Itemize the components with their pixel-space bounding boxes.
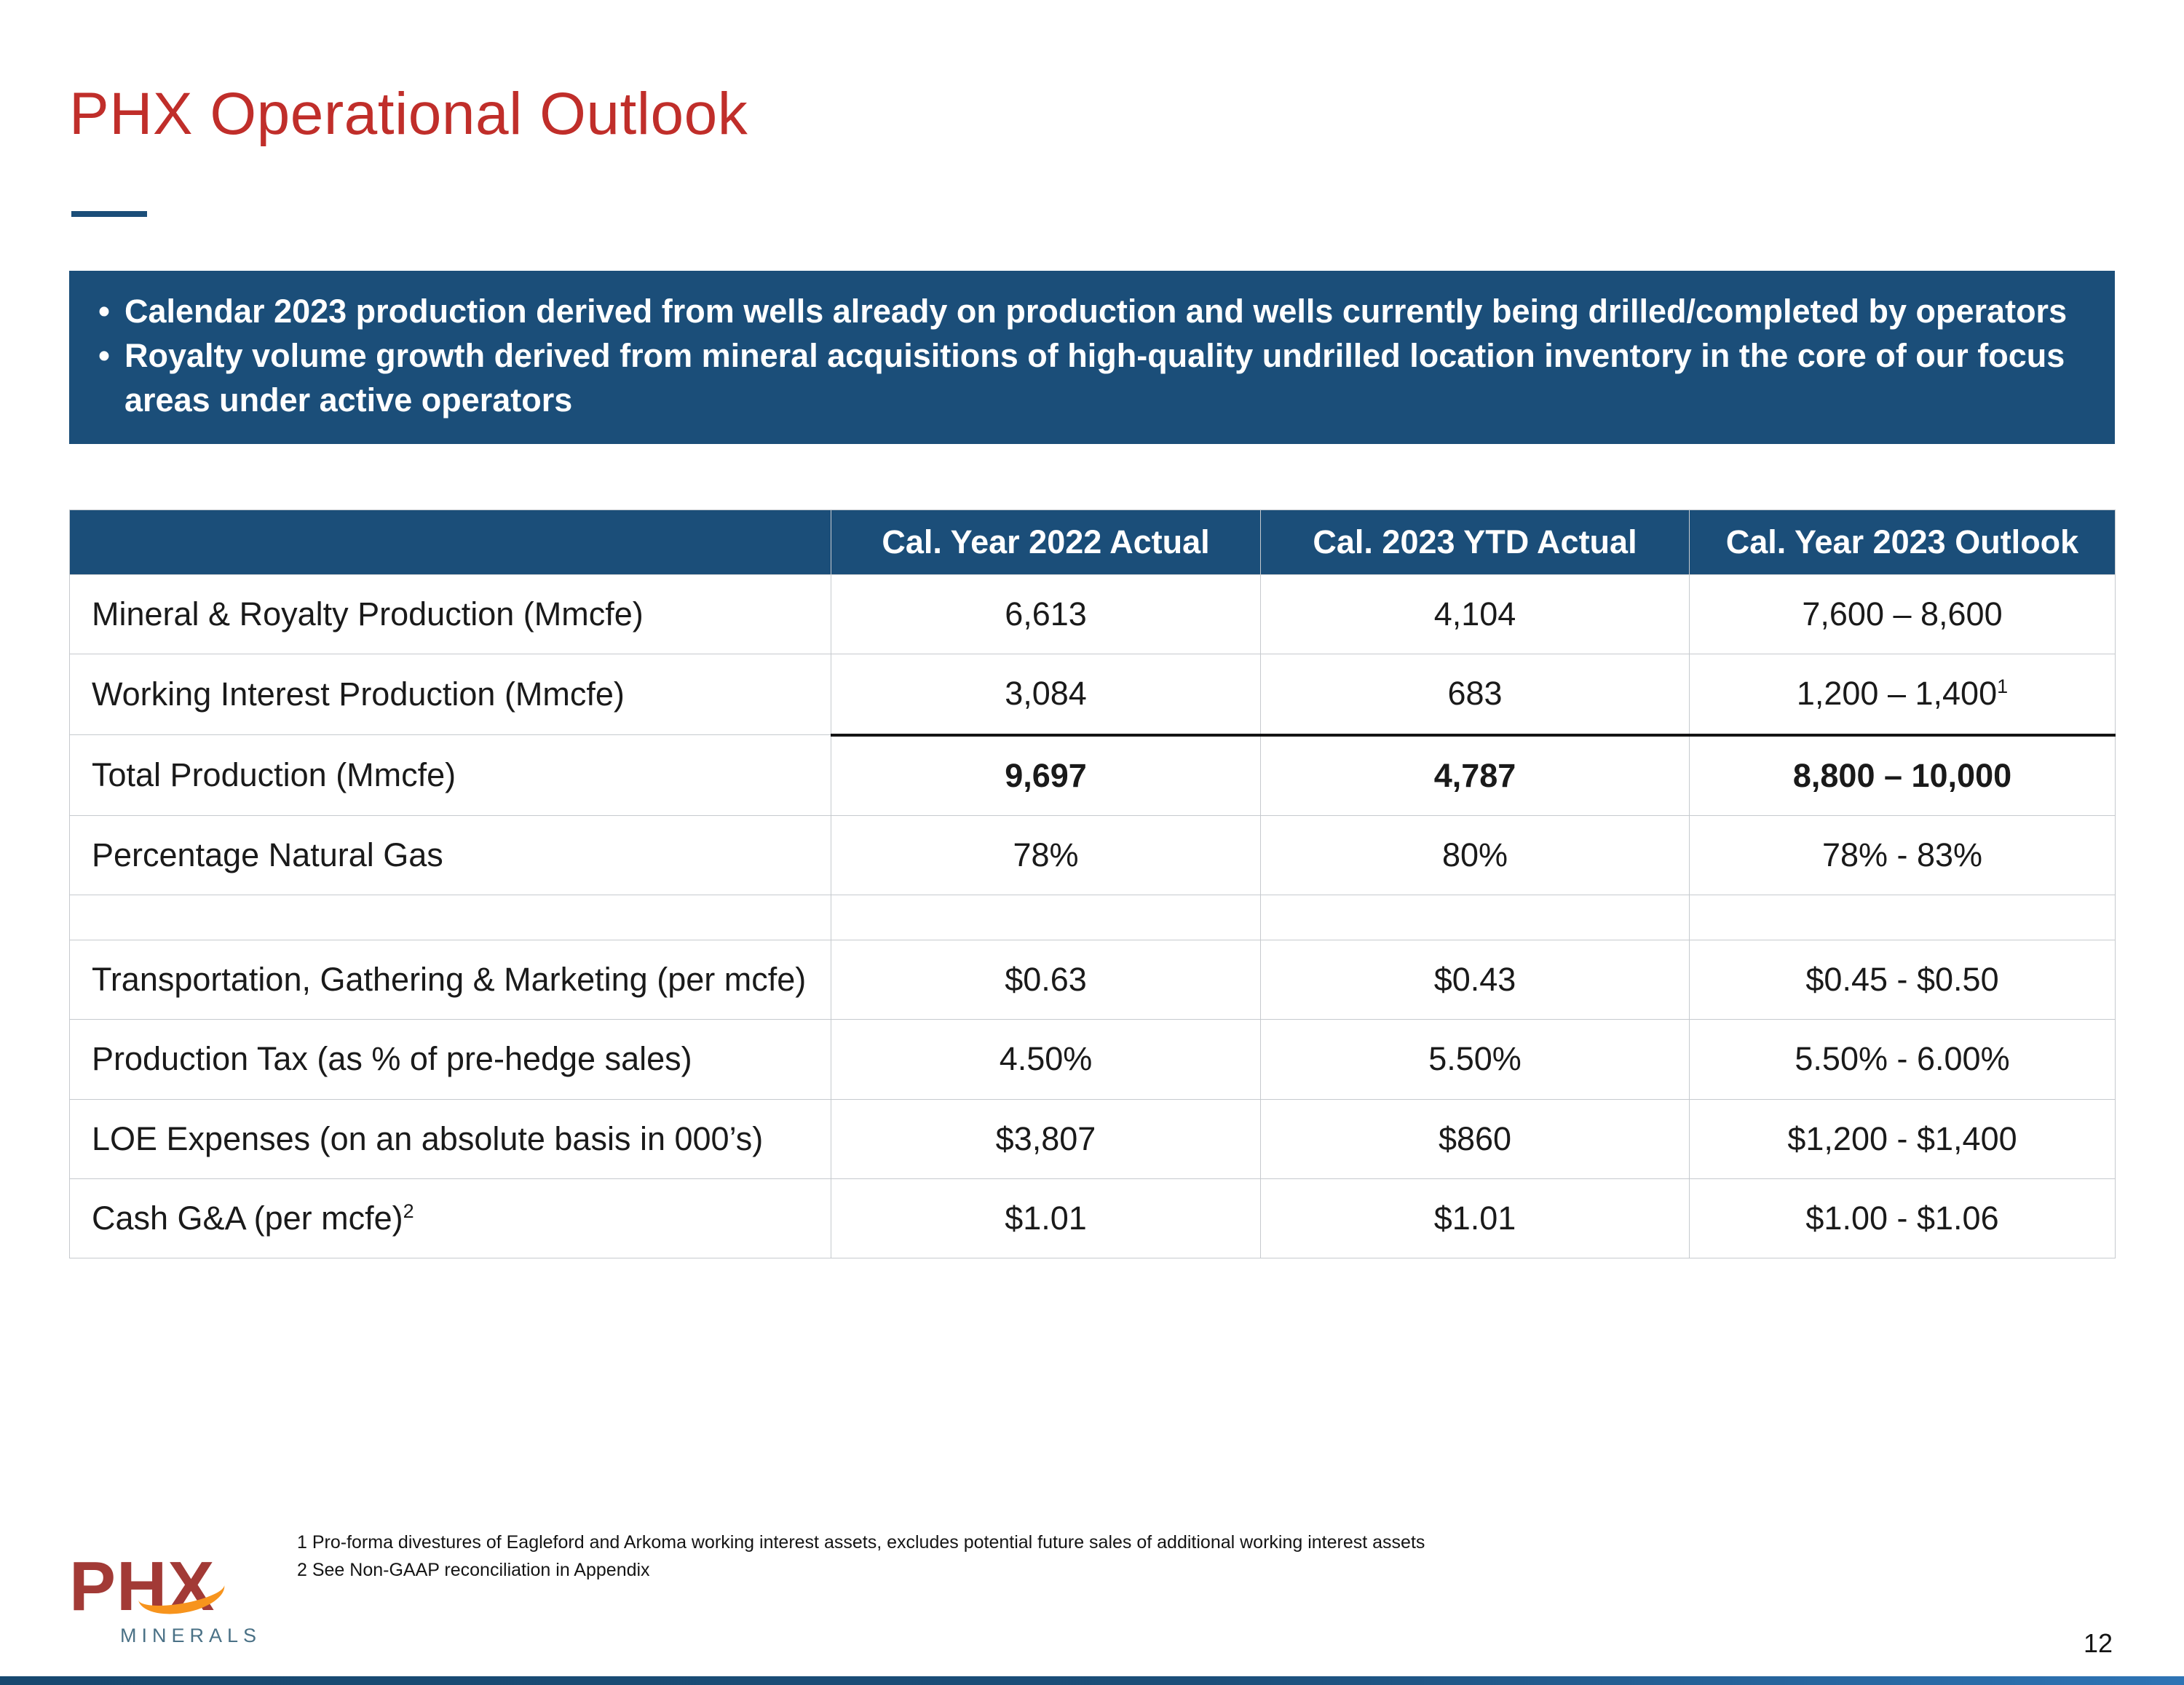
- cell-2022: 6,613: [831, 574, 1261, 655]
- banner-bullet: • Royalty volume growth derived from min…: [84, 334, 2090, 423]
- table-row-spacer: [69, 895, 2116, 940]
- table-header-cal-2023-ytd-actual: Cal. 2023 YTD Actual: [1260, 510, 1690, 575]
- row-label: LOE Expenses (on an absolute basis in 00…: [69, 1098, 831, 1179]
- table-row-production-tax: Production Tax (as % of pre-hedge sales)…: [69, 1019, 2116, 1100]
- row-label: Production Tax (as % of pre-hedge sales): [69, 1019, 831, 1100]
- bullet-icon: •: [98, 336, 110, 374]
- highlights-banner: • Calendar 2023 production derived from …: [69, 271, 2115, 445]
- cell-ytd: [1260, 895, 1690, 940]
- cell-outlook: 1,200 – 1,4001: [1689, 654, 2116, 735]
- title-divider: [71, 211, 147, 217]
- cell-outlook: 78% - 83%: [1689, 814, 2116, 896]
- row-label: Working Interest Production (Mmcfe): [69, 654, 831, 735]
- table-row-working-interest-production: Working Interest Production (Mmcfe) 3,08…: [69, 654, 2116, 735]
- table-header-row: Cal. Year 2022 Actual Cal. 2023 YTD Actu…: [69, 510, 2116, 575]
- bottom-accent-bar: [0, 1676, 2184, 1685]
- cell-2022: 78%: [831, 814, 1261, 896]
- table-header-cal-year-2022-actual: Cal. Year 2022 Actual: [831, 510, 1261, 575]
- row-label: [69, 895, 831, 940]
- cell-2022: 3,084: [831, 654, 1261, 735]
- cell-2022: $0.63: [831, 939, 1261, 1020]
- cell-ytd: $860: [1260, 1098, 1690, 1179]
- phx-minerals-logo: PHX MINERALS: [69, 1552, 288, 1647]
- cell-outlook: 7,600 – 8,600: [1689, 574, 2116, 655]
- footnote-2: 2 See Non-GAAP reconciliation in Appendi…: [297, 1560, 650, 1581]
- table-row-cash-ga: Cash G&A (per mcfe)2 $1.01 $1.01 $1.00 -…: [69, 1178, 2116, 1259]
- table-row-transportation-gathering-marketing: Transportation, Gathering & Marketing (p…: [69, 939, 2116, 1020]
- cell-outlook: 8,800 – 10,000: [1689, 733, 2116, 816]
- table-header-cal-year-2023-outlook: Cal. Year 2023 Outlook: [1689, 510, 2116, 575]
- cell-2022: $1.01: [831, 1178, 1261, 1259]
- cell-2022: $3,807: [831, 1098, 1261, 1179]
- page-number: 12: [2083, 1628, 2113, 1658]
- table-row-percentage-natural-gas: Percentage Natural Gas 78% 80% 78% - 83%: [69, 814, 2116, 896]
- cell-outlook: $1.00 - $1.06: [1689, 1178, 2116, 1259]
- row-label: Cash G&A (per mcfe)2: [69, 1178, 831, 1259]
- footnote-ref-2: 2: [403, 1200, 414, 1222]
- cell-ytd: 4,787: [1260, 733, 1690, 816]
- row-label: Transportation, Gathering & Marketing (p…: [69, 939, 831, 1020]
- banner-bullet: • Calendar 2023 production derived from …: [84, 290, 2090, 334]
- cell-ytd: 80%: [1260, 814, 1690, 896]
- logo-mark: PHX: [69, 1552, 229, 1622]
- footnote-1: 1 Pro-forma divestures of Eagleford and …: [297, 1531, 1425, 1553]
- row-label-text: Cash G&A (per mcfe): [92, 1199, 403, 1237]
- cell-outlook: 5.50% - 6.00%: [1689, 1019, 2116, 1100]
- banner-bullet-text: Calendar 2023 production derived from we…: [124, 293, 2068, 330]
- row-label: Total Production (Mmcfe): [69, 734, 831, 816]
- page-title: PHX Operational Outlook: [69, 81, 748, 147]
- table-header-empty: [69, 510, 831, 575]
- cell-outlook: $1,200 - $1,400: [1689, 1098, 2116, 1179]
- table-row-total-production: Total Production (Mmcfe) 9,697 4,787 8,8…: [69, 733, 2116, 816]
- cell-ytd: $1.01: [1260, 1178, 1690, 1259]
- footnotes: 1 Pro-forma divestures of Eagleford and …: [297, 1529, 1425, 1585]
- table-row-mineral-royalty-production: Mineral & Royalty Production (Mmcfe) 6,6…: [69, 574, 2116, 655]
- outlook-table: Cal. Year 2022 Actual Cal. 2023 YTD Actu…: [69, 510, 2116, 1259]
- row-label: Percentage Natural Gas: [69, 814, 831, 896]
- cell-ytd: 4,104: [1260, 574, 1690, 655]
- cell-value: 1,200 – 1,400: [1796, 675, 1998, 713]
- cell-2022: 4.50%: [831, 1019, 1261, 1100]
- cell-outlook: [1689, 895, 2116, 940]
- cell-ytd: 683: [1260, 654, 1690, 735]
- cell-2022: 9,697: [831, 733, 1261, 816]
- banner-bullet-text: Royalty volume growth derived from miner…: [124, 336, 2065, 419]
- cell-outlook: $0.45 - $0.50: [1689, 939, 2116, 1020]
- cell-2022: [831, 895, 1261, 940]
- footnote-ref-1: 1: [1997, 675, 2009, 698]
- cell-ytd: 5.50%: [1260, 1019, 1690, 1100]
- row-label: Mineral & Royalty Production (Mmcfe): [69, 574, 831, 655]
- cell-ytd: $0.43: [1260, 939, 1690, 1020]
- bullet-icon: •: [98, 293, 110, 330]
- table-row-loe-expenses: LOE Expenses (on an absolute basis in 00…: [69, 1098, 2116, 1179]
- logo-subtext: MINERALS: [120, 1625, 262, 1646]
- logo-text: PHX: [69, 1547, 215, 1625]
